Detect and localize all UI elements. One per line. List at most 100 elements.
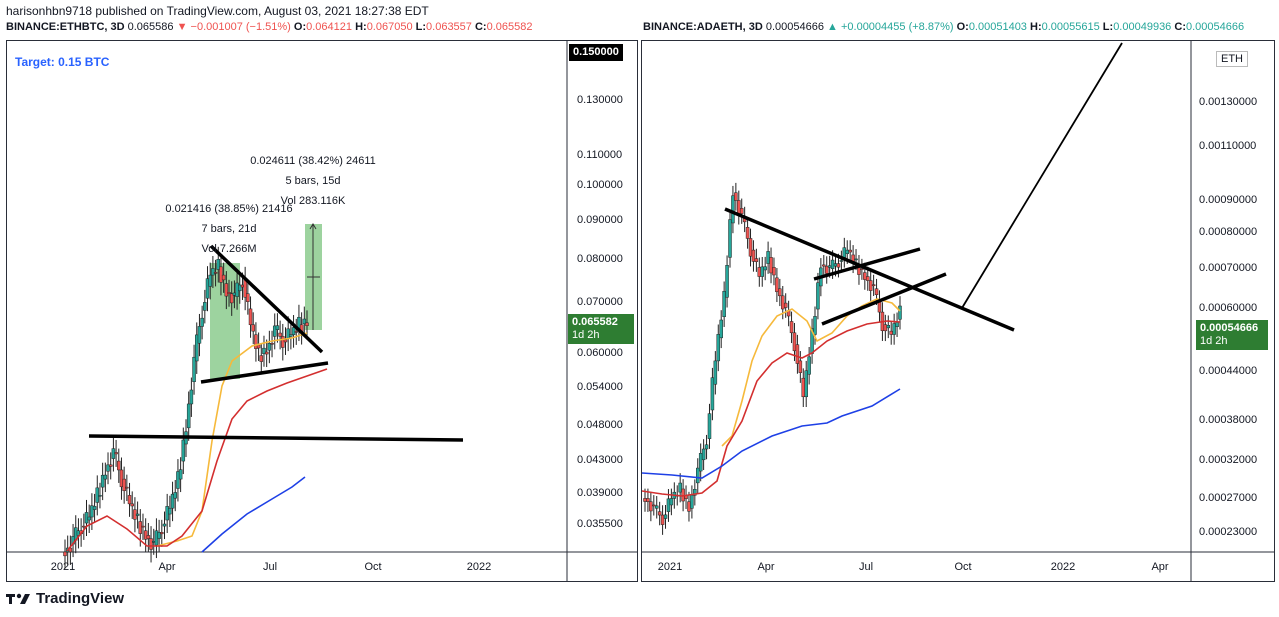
candle <box>138 521 143 534</box>
publish-info: harisonhbn9718 published on TradingView.… <box>6 4 429 18</box>
candle <box>643 498 647 502</box>
right-h-label: H: <box>1030 21 1042 33</box>
candle <box>649 501 653 512</box>
candle <box>734 192 738 201</box>
candle <box>135 513 140 516</box>
candle <box>783 302 788 308</box>
candle <box>666 498 671 512</box>
candle <box>757 267 762 277</box>
candle <box>302 318 307 325</box>
candle <box>291 327 296 335</box>
candle <box>701 448 706 461</box>
measure1-text2: 7 bars, 21d <box>201 223 256 235</box>
y-tick-label: 0.00080000 <box>1199 226 1257 238</box>
right-chart-svg[interactable]: 0.00130000 0.00110000 0.00090000 0.00080000… <box>641 41 1274 581</box>
right-symbol: BINANCE:ADAETH, 3D <box>643 21 763 33</box>
candle <box>264 351 269 355</box>
left-open: 0.064121 <box>306 21 353 33</box>
candle <box>763 266 767 271</box>
y-tick-label: 0.00023000 <box>1199 526 1257 538</box>
candle <box>725 265 729 298</box>
x-tick-label: Oct <box>954 561 971 573</box>
candle <box>719 319 723 339</box>
measure2-text2: 5 bars, 15d <box>285 175 340 187</box>
left-chart-svg[interactable]: 0.130000 0.110000 0.100000 0.090000 0.080000… <box>7 41 637 581</box>
candle <box>262 347 266 355</box>
left-c-label: C: <box>474 21 487 33</box>
right-last-time: 1d 2h <box>1200 335 1228 347</box>
candle <box>205 278 210 299</box>
triangle-lower-line[interactable] <box>200 361 329 384</box>
candle <box>203 302 207 311</box>
x-tick-label: 2021 <box>51 561 75 573</box>
candle <box>289 334 293 337</box>
candle <box>860 268 864 270</box>
left-last-price: 0.065582 <box>572 316 618 328</box>
candle <box>63 551 67 557</box>
right-plot <box>641 42 1123 535</box>
candle <box>895 322 899 327</box>
candle <box>781 295 785 310</box>
candle <box>106 464 110 472</box>
candle <box>766 251 770 264</box>
candle <box>687 501 691 512</box>
right-price: 0.00054666 <box>765 21 824 33</box>
candle <box>168 507 172 515</box>
y-tick-label: 0.00032000 <box>1199 454 1257 466</box>
candle <box>669 498 674 506</box>
y-tick-label: 0.039000 <box>577 487 623 499</box>
horizontal-support-line[interactable] <box>88 434 464 442</box>
candle <box>824 265 829 274</box>
candle <box>807 356 811 375</box>
y-tick-label: 0.110000 <box>577 149 622 161</box>
y-tick-label: 0.00070000 <box>1199 262 1257 274</box>
candle <box>816 282 820 310</box>
y-tick-label: 0.00027000 <box>1199 492 1257 504</box>
candle <box>889 330 893 335</box>
left-x-axis[interactable]: 2021 Apr Jul Oct 2022 <box>51 561 491 573</box>
y-tick-label: 0.080000 <box>577 253 623 265</box>
right-y-axis[interactable]: 0.00130000 0.00110000 0.00090000 0.00080000… <box>1199 96 1257 538</box>
x-tick-label: 2021 <box>658 561 682 573</box>
right-x-axis[interactable]: 2021 Apr Jul Oct 2022 Apr <box>658 561 1169 573</box>
right-descending-line[interactable] <box>724 207 1015 332</box>
y-tick-label: 0.048000 <box>577 419 623 431</box>
candle <box>646 498 650 502</box>
candle <box>246 293 250 302</box>
candle <box>652 504 656 507</box>
candle <box>833 263 838 267</box>
candle <box>866 276 870 281</box>
right-lower-channel-line[interactable] <box>821 272 947 326</box>
candle <box>130 503 134 507</box>
candle <box>286 328 290 339</box>
right-last-price: 0.00054666 <box>1200 322 1259 334</box>
left-l-label: L: <box>415 21 427 33</box>
right-chart-panel[interactable]: 0.00130000 0.00110000 0.00090000 0.00080000… <box>641 40 1275 582</box>
y-tick-label: 0.00060000 <box>1199 302 1257 314</box>
tradingview-logo[interactable]: TradingView <box>6 590 124 607</box>
candle <box>176 471 180 489</box>
right-projection-line[interactable] <box>961 42 1123 309</box>
left-price: 0.065586 <box>127 21 174 33</box>
triangle-upper-line[interactable] <box>209 244 324 354</box>
candle <box>778 288 782 297</box>
left-y-axis[interactable]: 0.130000 0.110000 0.100000 0.090000 0.080000… <box>577 94 623 530</box>
candle <box>871 284 876 287</box>
candle <box>157 532 161 539</box>
left-chart-panel[interactable]: 0.130000 0.110000 0.100000 0.090000 0.080000… <box>6 40 638 582</box>
left-h-label: H: <box>355 21 367 33</box>
measure2-text3: Vol 283.116K <box>281 195 346 207</box>
right-last-price-box: 0.00054666 1d 2h <box>1196 320 1268 350</box>
candle <box>98 495 102 497</box>
candle <box>127 495 132 505</box>
left-close: 0.065582 <box>486 21 533 33</box>
candle <box>854 258 858 261</box>
candle <box>745 227 750 239</box>
right-upper-channel-line[interactable] <box>813 247 921 281</box>
left-plot: 0.021416 (38.85%) 21416 7 bars, 21d Vol … <box>63 155 464 569</box>
candle <box>146 535 151 539</box>
tradingview-icon <box>6 593 30 604</box>
candle <box>696 467 700 484</box>
candle <box>192 356 196 383</box>
x-tick-label: Jul <box>859 561 873 573</box>
